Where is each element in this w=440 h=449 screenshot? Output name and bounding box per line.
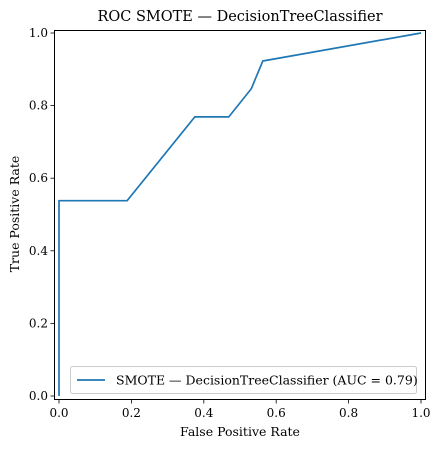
plot-frame [54,30,426,400]
y-axis-ticks: 0.0 0.2 0.4 0.6 0.8 1.0 [29,26,55,403]
y-tick-label: 0.4 [29,244,48,258]
x-tick-label: 0.6 [267,406,286,420]
y-tick-label: 0.2 [29,316,48,330]
legend-label: SMOTE — DecisionTreeClassifier (AUC = 0.… [116,373,418,388]
legend: SMOTE — DecisionTreeClassifier (AUC = 0.… [70,366,418,394]
y-tick-label: 1.0 [29,26,48,40]
x-axis-ticks: 0.0 0.2 0.4 0.6 0.8 1.0 [49,399,431,420]
x-tick-label: 0.0 [49,406,68,420]
x-tick-label: 0.2 [122,406,141,420]
y-tick-label: 0.0 [29,389,48,403]
series-layer [58,32,422,396]
x-axis-label: False Positive Rate [180,424,300,439]
plot-area [54,30,426,400]
y-tick-label: 0.8 [29,99,48,113]
roc-curve-line [58,32,422,396]
chart-title: ROC SMOTE — DecisionTreeClassifier [97,9,382,25]
x-tick-label: 0.4 [194,406,213,420]
x-tick-label: 0.8 [339,406,358,420]
x-tick-label: 1.0 [411,406,430,420]
legend-box [70,366,417,394]
y-tick-label: 0.6 [29,171,48,185]
y-axis-label: True Positive Rate [7,156,22,273]
